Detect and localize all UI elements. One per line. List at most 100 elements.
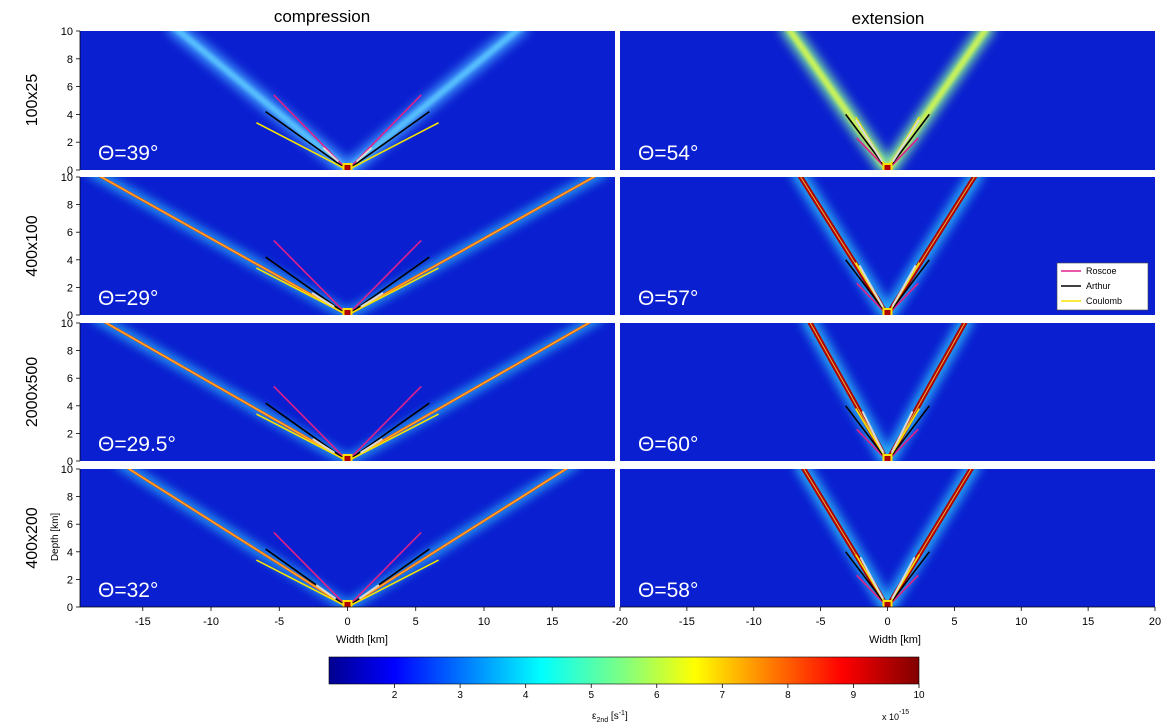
panel-2000x500-compression: Θ=29.5° <box>80 323 615 461</box>
panel-100x25-compression: Θ=39° <box>80 31 615 170</box>
reference-line-coulomb <box>256 122 348 170</box>
reference-line-roscoe <box>273 239 349 315</box>
y-tick-label: 10 <box>61 172 73 184</box>
reference-line-roscoe <box>856 428 889 461</box>
y-tick-label: 8 <box>67 54 73 66</box>
inclusion-marker <box>859 556 884 600</box>
shear-band-core <box>885 31 989 170</box>
y-tick-label: 10 <box>61 464 73 476</box>
shear-band-core <box>345 31 521 170</box>
x-tick-label: 0 <box>884 616 890 628</box>
inclusion-marker <box>358 584 380 600</box>
inclusion-marker <box>861 410 885 454</box>
row-label-2000x500: 2000x500 <box>24 357 41 427</box>
y-tick-label: 10 <box>61 318 73 330</box>
y-tick-label: 4 <box>67 255 73 267</box>
y-axis-row-2: 0 2 4 6 8 10 <box>61 172 81 322</box>
legend: Roscoe Arthur Coulomb <box>1056 262 1149 311</box>
x-tick-label: -10 <box>746 616 762 628</box>
column-title-extension: extension <box>852 9 925 28</box>
shear-band-core <box>347 323 590 461</box>
panel-400x100-compression: Θ=29° <box>80 177 615 315</box>
colorbar: 2 3 4 5 6 7 8 9 10 ε2nd [s-1] x 10-15 <box>328 656 925 724</box>
weak-seed-core <box>344 602 351 607</box>
shear-band-core <box>174 31 350 170</box>
colorbar-tick-label: 3 <box>457 690 463 701</box>
x-tick-label: -10 <box>203 616 219 628</box>
inclusion-marker <box>322 147 340 163</box>
reference-line-roscoe <box>886 282 919 315</box>
inclusion-marker <box>312 438 336 454</box>
panel-400x200-extension: Θ=58° <box>620 469 1155 607</box>
panel-background <box>80 177 615 315</box>
reference-line-roscoe <box>886 137 919 170</box>
reference-line-coulomb <box>256 267 348 315</box>
reference-line-roscoe <box>856 574 889 607</box>
colorbar-tick-label: 9 <box>851 690 857 701</box>
weak-seed-core <box>884 165 891 170</box>
reference-line-roscoe <box>346 531 422 607</box>
reference-line-coulomb <box>256 413 348 461</box>
reference-line-arthur <box>886 259 930 315</box>
y-tick-label: 4 <box>67 547 73 559</box>
x-axis-extension: -20 -15 -10 -5 0 5 10 15 20 <box>612 606 1161 628</box>
column-title-compression: compression <box>274 7 370 26</box>
panel-background <box>80 323 615 461</box>
panel-400x200-compression: Θ=32° <box>80 469 615 607</box>
theta-label: Θ=54° <box>638 142 698 165</box>
x-axis-label-compression: Width [km] <box>336 634 388 646</box>
shear-band-core <box>128 469 348 607</box>
reference-line-coulomb <box>347 559 439 607</box>
colorbar-scale: x 10-15 <box>882 709 909 722</box>
inclusion-marker <box>891 264 917 308</box>
theta-label: Θ=29° <box>98 287 158 310</box>
x-tick-label: -5 <box>816 616 826 628</box>
theta-label: Θ=32° <box>98 579 158 602</box>
theta-label: Θ=57° <box>638 287 698 310</box>
weak-seed-core <box>884 310 891 315</box>
theta-label: Θ=58° <box>638 579 698 602</box>
reference-line-coulomb <box>347 413 439 461</box>
x-tick-label: -5 <box>274 616 284 628</box>
weak-seed-core <box>884 456 891 461</box>
reference-line-arthur <box>886 551 930 607</box>
y-tick-label: 0 <box>67 165 73 177</box>
shear-band-core <box>347 469 567 607</box>
x-axis-compression: -15 -10 -5 0 5 10 15 <box>80 606 615 628</box>
reference-line-arthur <box>347 110 430 170</box>
theta-label: Θ=60° <box>638 433 698 456</box>
reference-line-arthur <box>886 405 930 461</box>
shear-band-core <box>347 177 595 315</box>
inclusion-marker <box>315 584 337 600</box>
shear-band-core <box>887 323 966 461</box>
y-tick-label: 6 <box>67 227 73 239</box>
reference-line-arthur <box>845 405 889 461</box>
reference-line-coulomb <box>347 267 439 315</box>
inclusion-marker <box>858 264 884 308</box>
x-tick-label: 20 <box>1149 616 1161 628</box>
panel-background <box>80 31 615 170</box>
y-axis-row-3: 0 2 4 6 8 10 <box>61 318 81 468</box>
colorbar-label: ε2nd [s-1] <box>592 710 628 724</box>
reference-line-coulomb <box>256 559 348 607</box>
reference-line-roscoe <box>886 428 919 461</box>
shear-band-core <box>100 177 348 315</box>
y-axis-label: Depth [km] <box>50 513 61 562</box>
inclusion-marker <box>891 556 916 600</box>
colorbar-tick-label: 2 <box>392 690 398 701</box>
reference-line-roscoe <box>856 282 889 315</box>
y-tick-label: 2 <box>67 137 73 149</box>
x-axes: -15 -10 -5 0 5 10 15 -20 -15 -10 -5 0 5 10 15 20 <box>80 606 1161 628</box>
row-label-400x100: 400x100 <box>24 215 41 276</box>
y-axis-row-1: 0 2 4 6 8 10 <box>61 26 81 177</box>
panel-background <box>620 323 1155 461</box>
colorbar-tick-label: 6 <box>654 690 660 701</box>
colorbar-ticks: 2 3 4 5 6 7 8 9 10 <box>392 684 925 701</box>
reference-line-roscoe <box>273 531 349 607</box>
colorbar-tick-label: 4 <box>523 690 529 701</box>
y-tick-label: 2 <box>67 282 73 294</box>
x-tick-label: 5 <box>951 616 957 628</box>
y-tick-label: 2 <box>67 428 73 440</box>
reference-line-roscoe <box>856 137 889 170</box>
